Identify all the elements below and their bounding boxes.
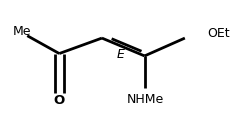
Text: NHMe: NHMe — [127, 93, 164, 106]
Text: E: E — [117, 48, 125, 61]
Text: Me: Me — [13, 25, 32, 38]
Text: O: O — [53, 94, 64, 107]
Text: OEt: OEt — [207, 27, 230, 40]
